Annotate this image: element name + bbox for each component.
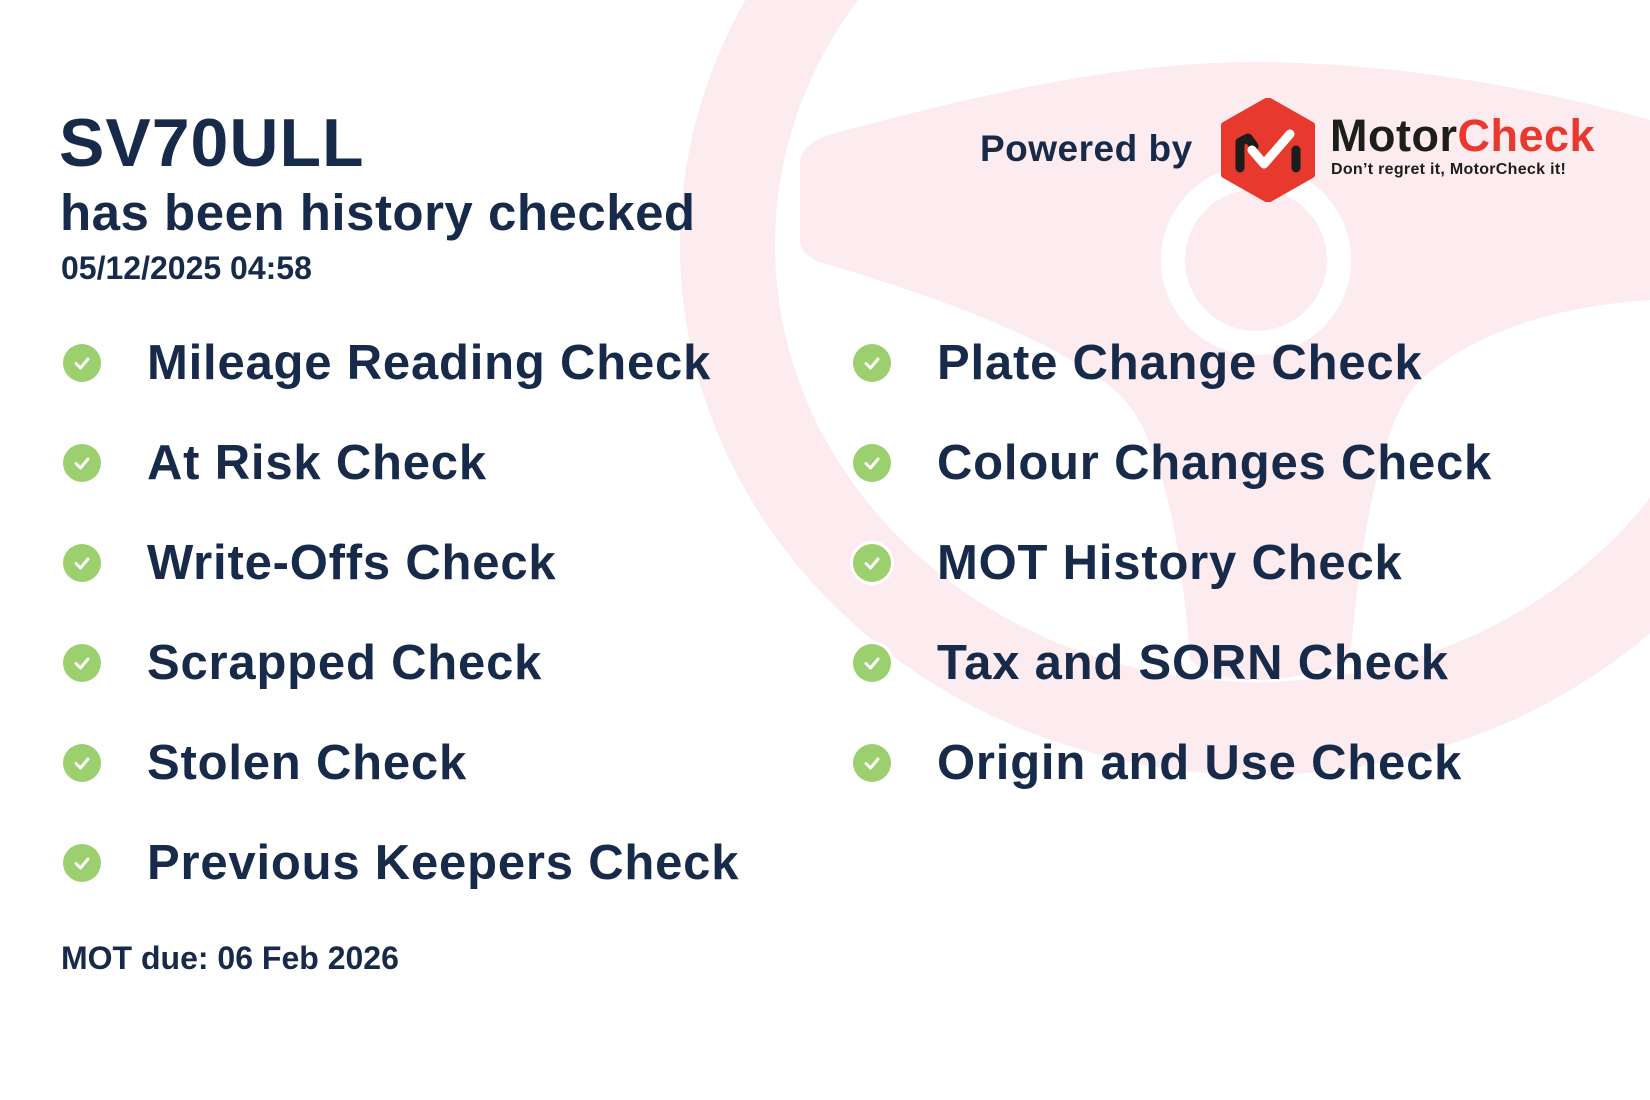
check-label: Plate Change Check <box>937 336 1423 390</box>
brand-part-check: Check <box>1457 110 1596 161</box>
check-circle-icon <box>853 344 891 382</box>
report-subtitle: has been history checked <box>60 184 696 241</box>
motorcheck-logo-icon <box>1221 98 1315 202</box>
check-circle-icon <box>63 444 101 482</box>
mot-due-date: MOT due: 06 Feb 2026 <box>61 940 399 976</box>
check-circle-icon <box>853 744 891 782</box>
check-circle-icon <box>853 544 891 582</box>
check-circle-icon <box>63 544 101 582</box>
check-item: MOT History Check <box>853 533 1403 593</box>
check-label: Tax and SORN Check <box>937 636 1449 690</box>
check-circle-icon <box>63 644 101 682</box>
registration-plate: SV70ULL <box>59 105 365 181</box>
check-circle-icon <box>63 844 101 882</box>
check-item: Plate Change Check <box>853 333 1423 393</box>
check-label: Stolen Check <box>147 736 468 790</box>
check-item: Tax and SORN Check <box>853 633 1449 693</box>
check-item: Write-Offs Check <box>63 533 556 593</box>
check-item: Stolen Check <box>63 733 467 793</box>
check-label: At Risk Check <box>147 436 487 490</box>
check-label: Scrapped Check <box>147 636 543 690</box>
brand-tagline: Don’t regret it, MotorCheck it! <box>1331 161 1567 178</box>
check-label: Previous Keepers Check <box>147 836 740 890</box>
check-item: Origin and Use Check <box>853 733 1462 793</box>
check-item: Colour Changes Check <box>853 433 1492 493</box>
powered-by-label: Powered by <box>980 128 1193 169</box>
motorcheck-wordmark: MotorCheck <box>1330 110 1595 162</box>
check-item: At Risk Check <box>63 433 487 493</box>
check-item: Previous Keepers Check <box>63 833 739 893</box>
check-circle-icon <box>63 744 101 782</box>
check-label: Mileage Reading Check <box>147 336 712 390</box>
check-label: Write-Offs Check <box>147 536 557 590</box>
brand-part-motor: Motor <box>1330 110 1458 161</box>
checked-timestamp: 05/12/2025 04:58 <box>61 250 312 286</box>
check-label: Origin and Use Check <box>937 736 1463 790</box>
check-circle-icon <box>853 444 891 482</box>
check-item: Mileage Reading Check <box>63 333 711 393</box>
check-label: MOT History Check <box>937 536 1403 590</box>
check-circle-icon <box>853 644 891 682</box>
check-label: Colour Changes Check <box>937 436 1493 490</box>
check-item: Scrapped Check <box>63 633 542 693</box>
check-circle-icon <box>63 344 101 382</box>
